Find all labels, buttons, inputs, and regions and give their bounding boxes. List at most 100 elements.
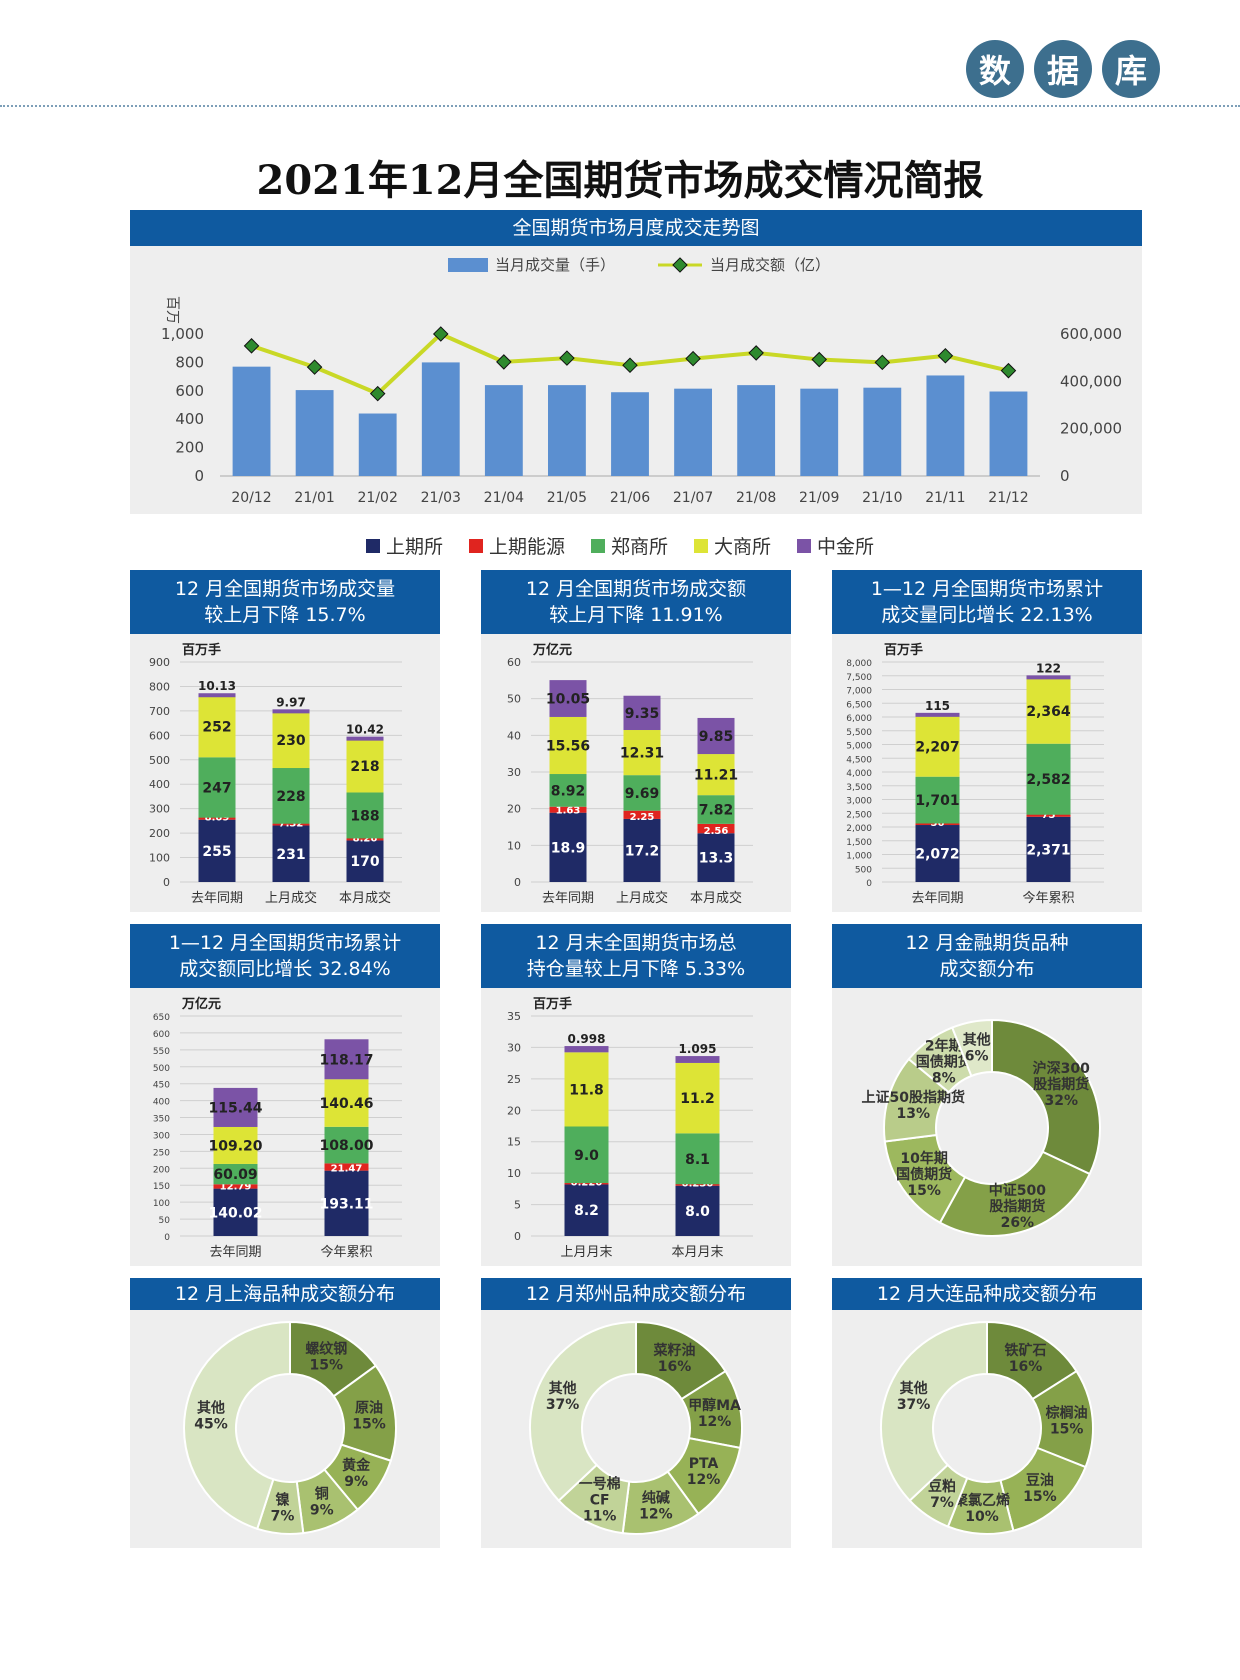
data-label: 9.97	[276, 695, 306, 709]
slice-label: 12%	[698, 1414, 732, 1430]
stack-legend: 上期所 上期能源 郑商所 大商所 中金所	[0, 532, 1240, 559]
y-tick-label: 700	[149, 705, 170, 718]
panel-c3-title: 1—12 月全国期货市场累计 成交量同比增长 22.13%	[832, 570, 1142, 634]
data-label: 10.13	[198, 679, 236, 693]
slice-label: 其他	[900, 1380, 928, 1397]
data-label: 170	[350, 854, 379, 870]
donut-slice	[529, 1320, 637, 1502]
bar-segment	[564, 1052, 609, 1127]
x-tick-label: 上月成交	[265, 890, 317, 906]
slice-label: 32%	[1044, 1093, 1078, 1109]
title-line: 较上月下降 11.91%	[549, 604, 723, 626]
y-tick-label: 0	[163, 876, 170, 889]
data-label: 2,582	[1026, 772, 1070, 788]
data-label: 115.44	[208, 1100, 262, 1116]
x-tick-label: 21/12	[988, 490, 1028, 506]
data-label: 109.20	[208, 1138, 262, 1154]
y-tick-label: 0	[514, 876, 521, 889]
data-label: 15.56	[546, 738, 590, 754]
data-label: 10.05	[546, 692, 590, 708]
data-label: 12.31	[620, 746, 664, 762]
y-tick-label: 8,000	[846, 659, 872, 669]
bar-segment	[213, 1184, 258, 1189]
slice-label: 一号棉	[579, 1475, 621, 1492]
turnover-point	[874, 354, 891, 371]
slice-label: 2年期	[925, 1038, 963, 1055]
turnover-point	[243, 338, 260, 354]
slice-label: 豆粕	[928, 1478, 956, 1495]
data-label: 2.25	[630, 812, 655, 823]
header-badge-2: 据	[1034, 40, 1092, 98]
data-label: 2.56	[704, 826, 729, 837]
data-label: 8.2	[574, 1203, 599, 1219]
slice-label: 原油	[355, 1399, 383, 1416]
y-tick-label: 30	[507, 1041, 521, 1054]
panel-c2-title: 12 月全国期货市场成交额 较上月下降 11.91%	[481, 570, 791, 634]
data-label: 9.69	[625, 786, 660, 802]
x-tick-label: 去年同期	[209, 1245, 261, 1260]
x-tick-label: 20/12	[231, 490, 271, 506]
panel-p3-title: 12 月郑州品种成交额分布	[481, 1278, 791, 1310]
title-line: 12 月上海品种成交额分布	[174, 1283, 396, 1305]
y-tick-label: 30	[507, 766, 521, 779]
y-tick-left: 200	[175, 439, 204, 457]
y-tick-label: 650	[153, 1013, 170, 1023]
slice-label: 其他	[549, 1380, 577, 1397]
x-tick-label: 今年累积	[1022, 890, 1074, 906]
slice-label: 37%	[546, 1397, 580, 1413]
bar-segment	[549, 716, 587, 775]
x-tick-label: 21/10	[862, 490, 902, 506]
title-line: 12 月末全国期货市场总	[535, 932, 737, 954]
data-label: 115	[925, 699, 950, 713]
slice-label: 股指期货	[989, 1198, 1045, 1215]
data-label: 9.35	[625, 706, 660, 722]
slice-label: CF	[590, 1492, 610, 1508]
bar-segment	[697, 833, 735, 882]
panel-c1: 12 月全国期货市场成交量 较上月下降 15.7% 百万手 0 100 200 300 4…	[130, 570, 440, 912]
legend-line-marker	[672, 257, 688, 273]
bar-segment	[564, 1126, 609, 1184]
slice-label: 15%	[1023, 1489, 1057, 1505]
y-tick-label: 100	[153, 1199, 170, 1209]
panel-c2: 12 月全国期货市场成交额 较上月下降 11.91% 万亿元 0 10 20 30 40 5…	[481, 570, 791, 912]
y-tick-label: 600	[153, 1030, 170, 1040]
slice-label: 8%	[932, 1071, 956, 1087]
y-tick-label: 3,500	[846, 783, 872, 793]
legend-ine: 上期能源	[468, 532, 565, 559]
legend-label: 郑商所	[610, 536, 668, 558]
legend-label: 上期所	[385, 536, 443, 558]
legend-cffex: 中金所	[797, 532, 874, 559]
donut-slice	[950, 1018, 993, 1078]
title-line: 持仓量较上月下降 5.33%	[526, 958, 746, 980]
y-tick-label: 50	[159, 1216, 171, 1226]
y-tick-label: 15	[507, 1136, 521, 1149]
y-tick-label: 300	[149, 803, 170, 816]
legend-label: 大商所	[714, 536, 772, 558]
turnover-point	[685, 350, 701, 367]
slice-label: 15%	[352, 1416, 386, 1432]
data-label: 9.0	[574, 1148, 599, 1164]
y-tick-right: 200,000	[1060, 420, 1122, 438]
bar-segment	[675, 1056, 720, 1063]
slice-label: 黄金	[342, 1457, 371, 1474]
data-label: 17.2	[625, 843, 660, 859]
y-tick-label: 35	[507, 1010, 521, 1023]
volume-bar	[989, 391, 1028, 476]
title-line: 1—12 月全国期货市场累计	[168, 932, 402, 954]
data-label: 8.09	[205, 813, 230, 824]
data-label: 0.998	[568, 1032, 606, 1046]
x-tick-label: 上月月末	[560, 1245, 612, 1260]
slice-label: 15%	[310, 1358, 344, 1374]
y-tick-label: 4,000	[846, 769, 872, 779]
title-line: 12 月全国期货市场成交量	[174, 578, 396, 600]
slice-label: 国债期货	[916, 1054, 972, 1071]
volume-bar	[358, 413, 397, 476]
donut-slice	[938, 1150, 1092, 1237]
data-label: 75	[1042, 810, 1056, 821]
bar-segment	[697, 823, 735, 834]
donut-slice	[880, 1320, 988, 1502]
title-line: 较上月下降 15.7%	[204, 604, 366, 626]
data-label: 10.42	[346, 723, 384, 737]
data-label: 11.8	[569, 1082, 604, 1098]
